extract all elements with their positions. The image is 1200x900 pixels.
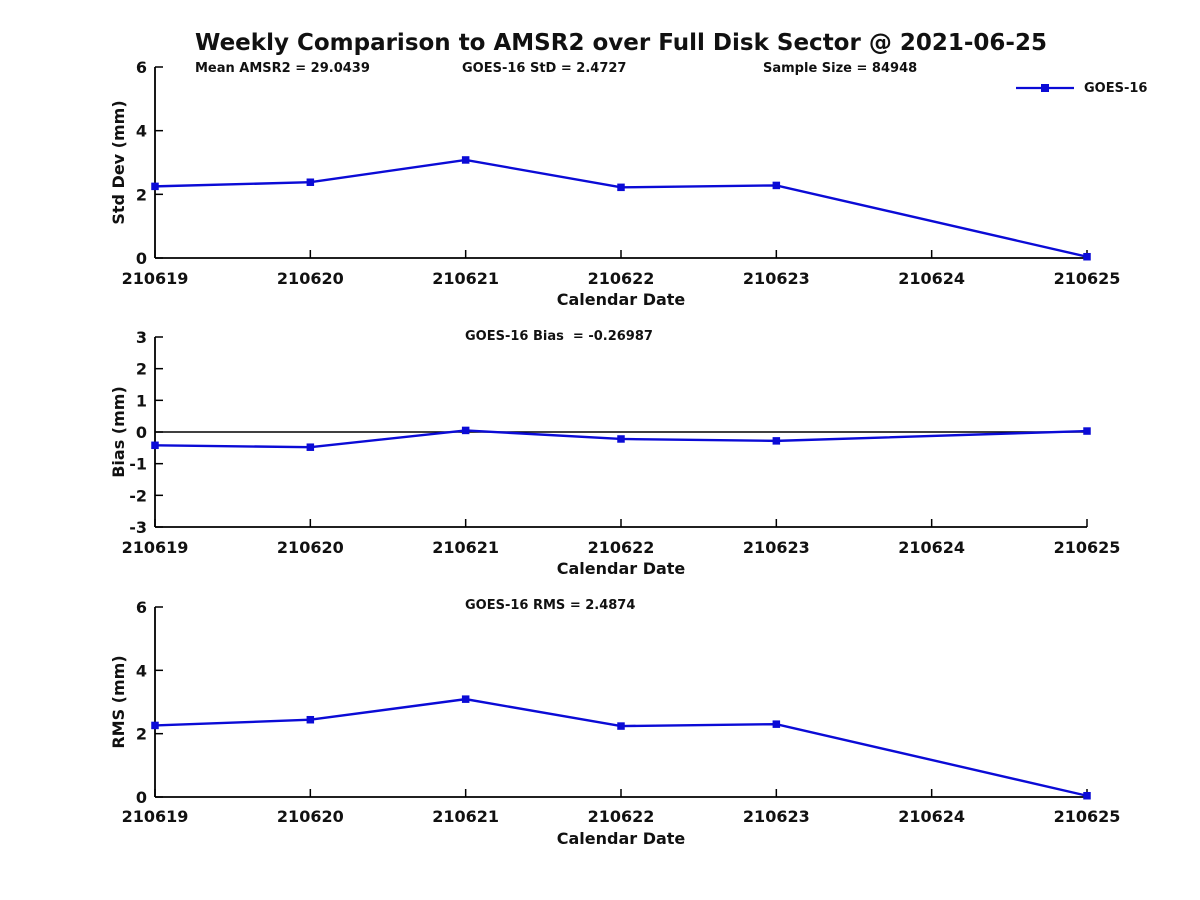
rms-mm-plot: 0 2 4 6 210619 210620 210621 210622 210623 210624… [109,598,1120,848]
annotation-mean-amsr2: Mean AMSR2 = 29.0439 [195,61,370,76]
data-point-marker [617,435,625,443]
x-tick-label: 210624 [898,807,965,826]
figure-title: Weekly Comparison to AMSR2 over Full Dis… [195,30,1047,56]
y-tick-label: 6 [136,598,147,617]
x-tick-label: 210619 [122,807,189,826]
annotation-sample-size: Sample Size = 84948 [763,61,918,76]
y-tick-label: 0 [136,423,147,442]
y-tick-label: 4 [136,661,147,680]
y-tick-label: -2 [129,486,147,505]
data-point-marker [306,443,315,451]
x-tick-label: 210620 [277,269,344,288]
bias-mm-plot: -3 -2 -1 0 1 2 3 210619 210620 210621 210622 210623… [109,328,1120,578]
legend-label: GOES-16 [1084,80,1148,96]
x-tick-label: 210621 [432,807,499,826]
y-axis-label: Bias (mm) [109,386,128,478]
y-axis-label: RMS (mm) [109,655,128,748]
y-tick-label: 0 [136,788,147,807]
y-tick-label: 1 [136,391,147,410]
x-axis-label: Calendar Date [557,290,686,309]
data-point-marker [772,720,781,728]
data-point-marker [151,441,159,450]
x-tick-label: 210624 [898,538,965,557]
data-line [154,429,1088,449]
data-point-marker [1083,791,1091,800]
y-tick-label: 2 [136,360,147,379]
x-tick-label: 210619 [122,538,189,557]
x-axis-label: Calendar Date [557,829,686,848]
data-point-marker [461,695,470,703]
y-tick-label: 2 [136,725,147,744]
annotation-goes16-bias: GOES-16 Bias = -0.26987 [465,329,653,344]
legend-line-marker-icon [1016,84,1074,92]
x-tick-label: 210619 [122,269,189,288]
data-line [154,158,1088,258]
y-tick-label: -3 [129,518,147,537]
data-point-marker [772,437,781,445]
data-point-marker [461,156,470,164]
data-point-marker [772,181,781,190]
x-tick-label: 210622 [588,269,655,288]
data-point-marker [151,182,159,191]
y-tick-label: 0 [136,249,147,268]
x-axis-label: Calendar Date [557,559,686,578]
x-tick-label: 210620 [277,807,344,826]
x-tick-label: 210622 [588,538,655,557]
x-tick-label: 210621 [432,269,499,288]
data-line [154,697,1088,797]
data-point-marker [306,715,315,724]
x-tick-label: 210625 [1054,269,1121,288]
x-tick-label: 210623 [743,538,810,557]
y-tick-label: -1 [129,455,147,474]
annotation-goes16-std: GOES-16 StD = 2.4727 [462,61,627,76]
x-tick-label: 210624 [898,269,965,288]
y-tick-label: 2 [136,185,147,204]
x-tick-label: 210623 [743,807,810,826]
x-tick-label: 210620 [277,538,344,557]
std-dev-mm-plot: 0 2 4 6 210619 210620 210621 210622 210623 210624… [109,58,1120,309]
data-point-marker [306,178,315,186]
data-point-marker [617,722,625,730]
data-point-marker [617,183,625,192]
x-tick-label: 210623 [743,269,810,288]
annotation-goes16-rms: GOES-16 RMS = 2.4874 [465,598,636,613]
data-point-marker [151,721,159,730]
x-tick-label: 210621 [432,538,499,557]
data-point-marker [1083,252,1091,261]
data-point-marker [1083,427,1091,435]
legend: GOES-16 [1014,80,1147,96]
y-axis-label: Std Dev (mm) [109,100,128,224]
x-tick-label: 210625 [1054,538,1121,557]
y-tick-label: 6 [136,58,147,77]
y-tick-label: 4 [136,122,147,141]
data-point-marker [461,426,470,435]
x-tick-label: 210622 [588,807,655,826]
x-tick-label: 210625 [1054,807,1121,826]
y-tick-label: 3 [136,328,147,347]
